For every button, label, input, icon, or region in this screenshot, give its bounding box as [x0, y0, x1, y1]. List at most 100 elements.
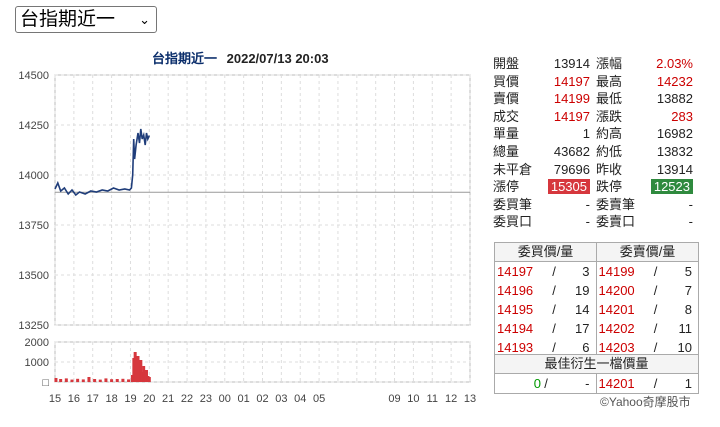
quote-label: 漲幅 [596, 56, 623, 71]
quote-label: 買價 [493, 73, 520, 89]
best-bid-qty: - [585, 376, 590, 391]
volume-bar [110, 379, 114, 382]
best-ask-qty: 1 [684, 376, 692, 391]
best-bid-price: 0 [533, 376, 541, 391]
volume-bar [147, 377, 151, 382]
x-tick-label: 16 [68, 393, 80, 405]
quote-label: 昨收 [596, 161, 623, 177]
volume-bar [81, 379, 85, 382]
price-chart: 15 16 17 18 19 20 21 22 23 00 01 02 03 04 05 09 10 11 12 13… [18, 70, 476, 405]
volume-bar [93, 379, 97, 382]
volume-bar [140, 372, 144, 382]
quote-label: 總量 [493, 143, 520, 159]
x-tick-label: 12 [445, 393, 457, 405]
x-tick-label: 10 [407, 393, 419, 405]
slash: / [552, 340, 556, 355]
best-level: 最佳衍生一檔價量 0 / - 14201 / 1 [494, 354, 699, 394]
price-line [54, 128, 151, 197]
x-tick-label: 03 [275, 393, 287, 405]
x-tick-label: 01 [238, 393, 250, 405]
order-book-row: 14197 / 3 14199 / 5 [495, 262, 698, 281]
best-ask-price: 14201 [598, 376, 635, 391]
quote-label: 最低 [596, 91, 623, 107]
bid-qty: 14 [575, 302, 590, 317]
quote-value: - [585, 196, 590, 212]
order-book-row: 14194 / 17 14202 / 11 [495, 319, 698, 338]
volume-bar [139, 360, 143, 382]
y-tick-label: 14500 [18, 70, 49, 82]
quote-row: 單量 1 約高 16982 [491, 125, 697, 143]
slash: / [653, 302, 658, 317]
quote-value: 2.03% [656, 56, 693, 71]
x-tick-label: 13 [464, 393, 476, 405]
y-tick-label: 13250 [18, 320, 49, 332]
quote-label: 漲停 [493, 179, 520, 195]
volume-bar [70, 379, 74, 382]
quote-table: 開盤 13914 漲幅 2.03% 買價 14197 最高 14232 賣價 14199 最低 138… [491, 55, 697, 231]
ask-qty: 5 [684, 264, 692, 279]
ask-price: 14203 [598, 340, 635, 355]
quote-row: 總量 43682 約低 13832 [491, 143, 697, 161]
quote-label: 開盤 [493, 56, 520, 71]
quote-label: 未平倉 [493, 161, 533, 177]
quote-value: 16982 [656, 126, 693, 142]
y-tick-label: 13750 [18, 220, 49, 232]
order-book-row: 14195 / 14 14201 / 8 [495, 300, 698, 319]
x-tick-label: 04 [294, 393, 306, 405]
x-tick-label: 17 [87, 393, 99, 405]
ask-qty: 10 [677, 340, 692, 355]
quote-row: 漲停 15305 跌停 12523 [491, 178, 697, 196]
contract-select[interactable]: 台指期近一 ⌄ [15, 6, 157, 33]
x-tick-label: 15 [49, 393, 61, 405]
x-tick-label: 00 [219, 393, 231, 405]
quote-label: 最高 [596, 73, 623, 89]
chevron-down-icon: ⌄ [139, 12, 150, 27]
quote-value: 1 [582, 126, 590, 142]
quote-label: 成交 [493, 108, 520, 124]
volume-bar [59, 379, 63, 382]
x-tick-label: 11 [427, 393, 438, 405]
ask-price: 14200 [598, 283, 635, 298]
quote-value: 283 [671, 108, 693, 124]
x-tick-label: 23 [200, 393, 212, 405]
bid-price: 14196 [497, 283, 534, 298]
x-tick-label: 09 [388, 393, 400, 405]
volume-bar [121, 378, 125, 382]
slash: / [653, 283, 658, 298]
bid-qty: 17 [575, 321, 590, 336]
quote-label: 漲跌 [596, 108, 623, 124]
slash: / [653, 321, 658, 336]
contract-select-value: 台指期近一 [20, 9, 116, 30]
slash: / [552, 264, 556, 279]
x-tick-label: 18 [105, 393, 117, 405]
bid-qty: 3 [582, 264, 590, 279]
bid-qty: 6 [582, 340, 590, 355]
quote-label: 委賣口 [596, 214, 636, 230]
slash: / [653, 264, 658, 279]
chart-title-name: 台指期近一 [152, 51, 218, 66]
y-volume-tick-label: 2000 [25, 337, 49, 349]
quote-label: 單量 [493, 126, 520, 142]
volume-bar [54, 378, 58, 382]
ask-qty: 7 [684, 283, 692, 298]
quote-label: 跌停 [596, 179, 623, 195]
y-volume-tick-label: □ [42, 377, 49, 389]
ask-qty: 11 [678, 321, 693, 336]
x-tick-label: 20 [143, 393, 155, 405]
quote-value: - [688, 214, 693, 230]
quote-label: 約低 [596, 143, 623, 159]
volume-bar [127, 379, 131, 382]
best-slash: / [544, 376, 548, 391]
quote-row: 賣價 14199 最低 13882 [491, 90, 697, 108]
volume-bar [104, 378, 108, 382]
volume-bar [130, 375, 134, 382]
chart-timestamp: 2022/07/13 20:03 [226, 51, 329, 66]
x-tick-label: 05 [313, 393, 325, 405]
y-volume-tick-label: 1000 [25, 357, 49, 369]
quote-label: 委賣筆 [596, 196, 636, 212]
bid-price: 14193 [497, 340, 534, 355]
quote-label: 賣價 [493, 91, 520, 107]
quote-label: 約高 [596, 126, 623, 142]
volume-bar [64, 378, 68, 382]
quote-value: 13914 [553, 56, 590, 71]
